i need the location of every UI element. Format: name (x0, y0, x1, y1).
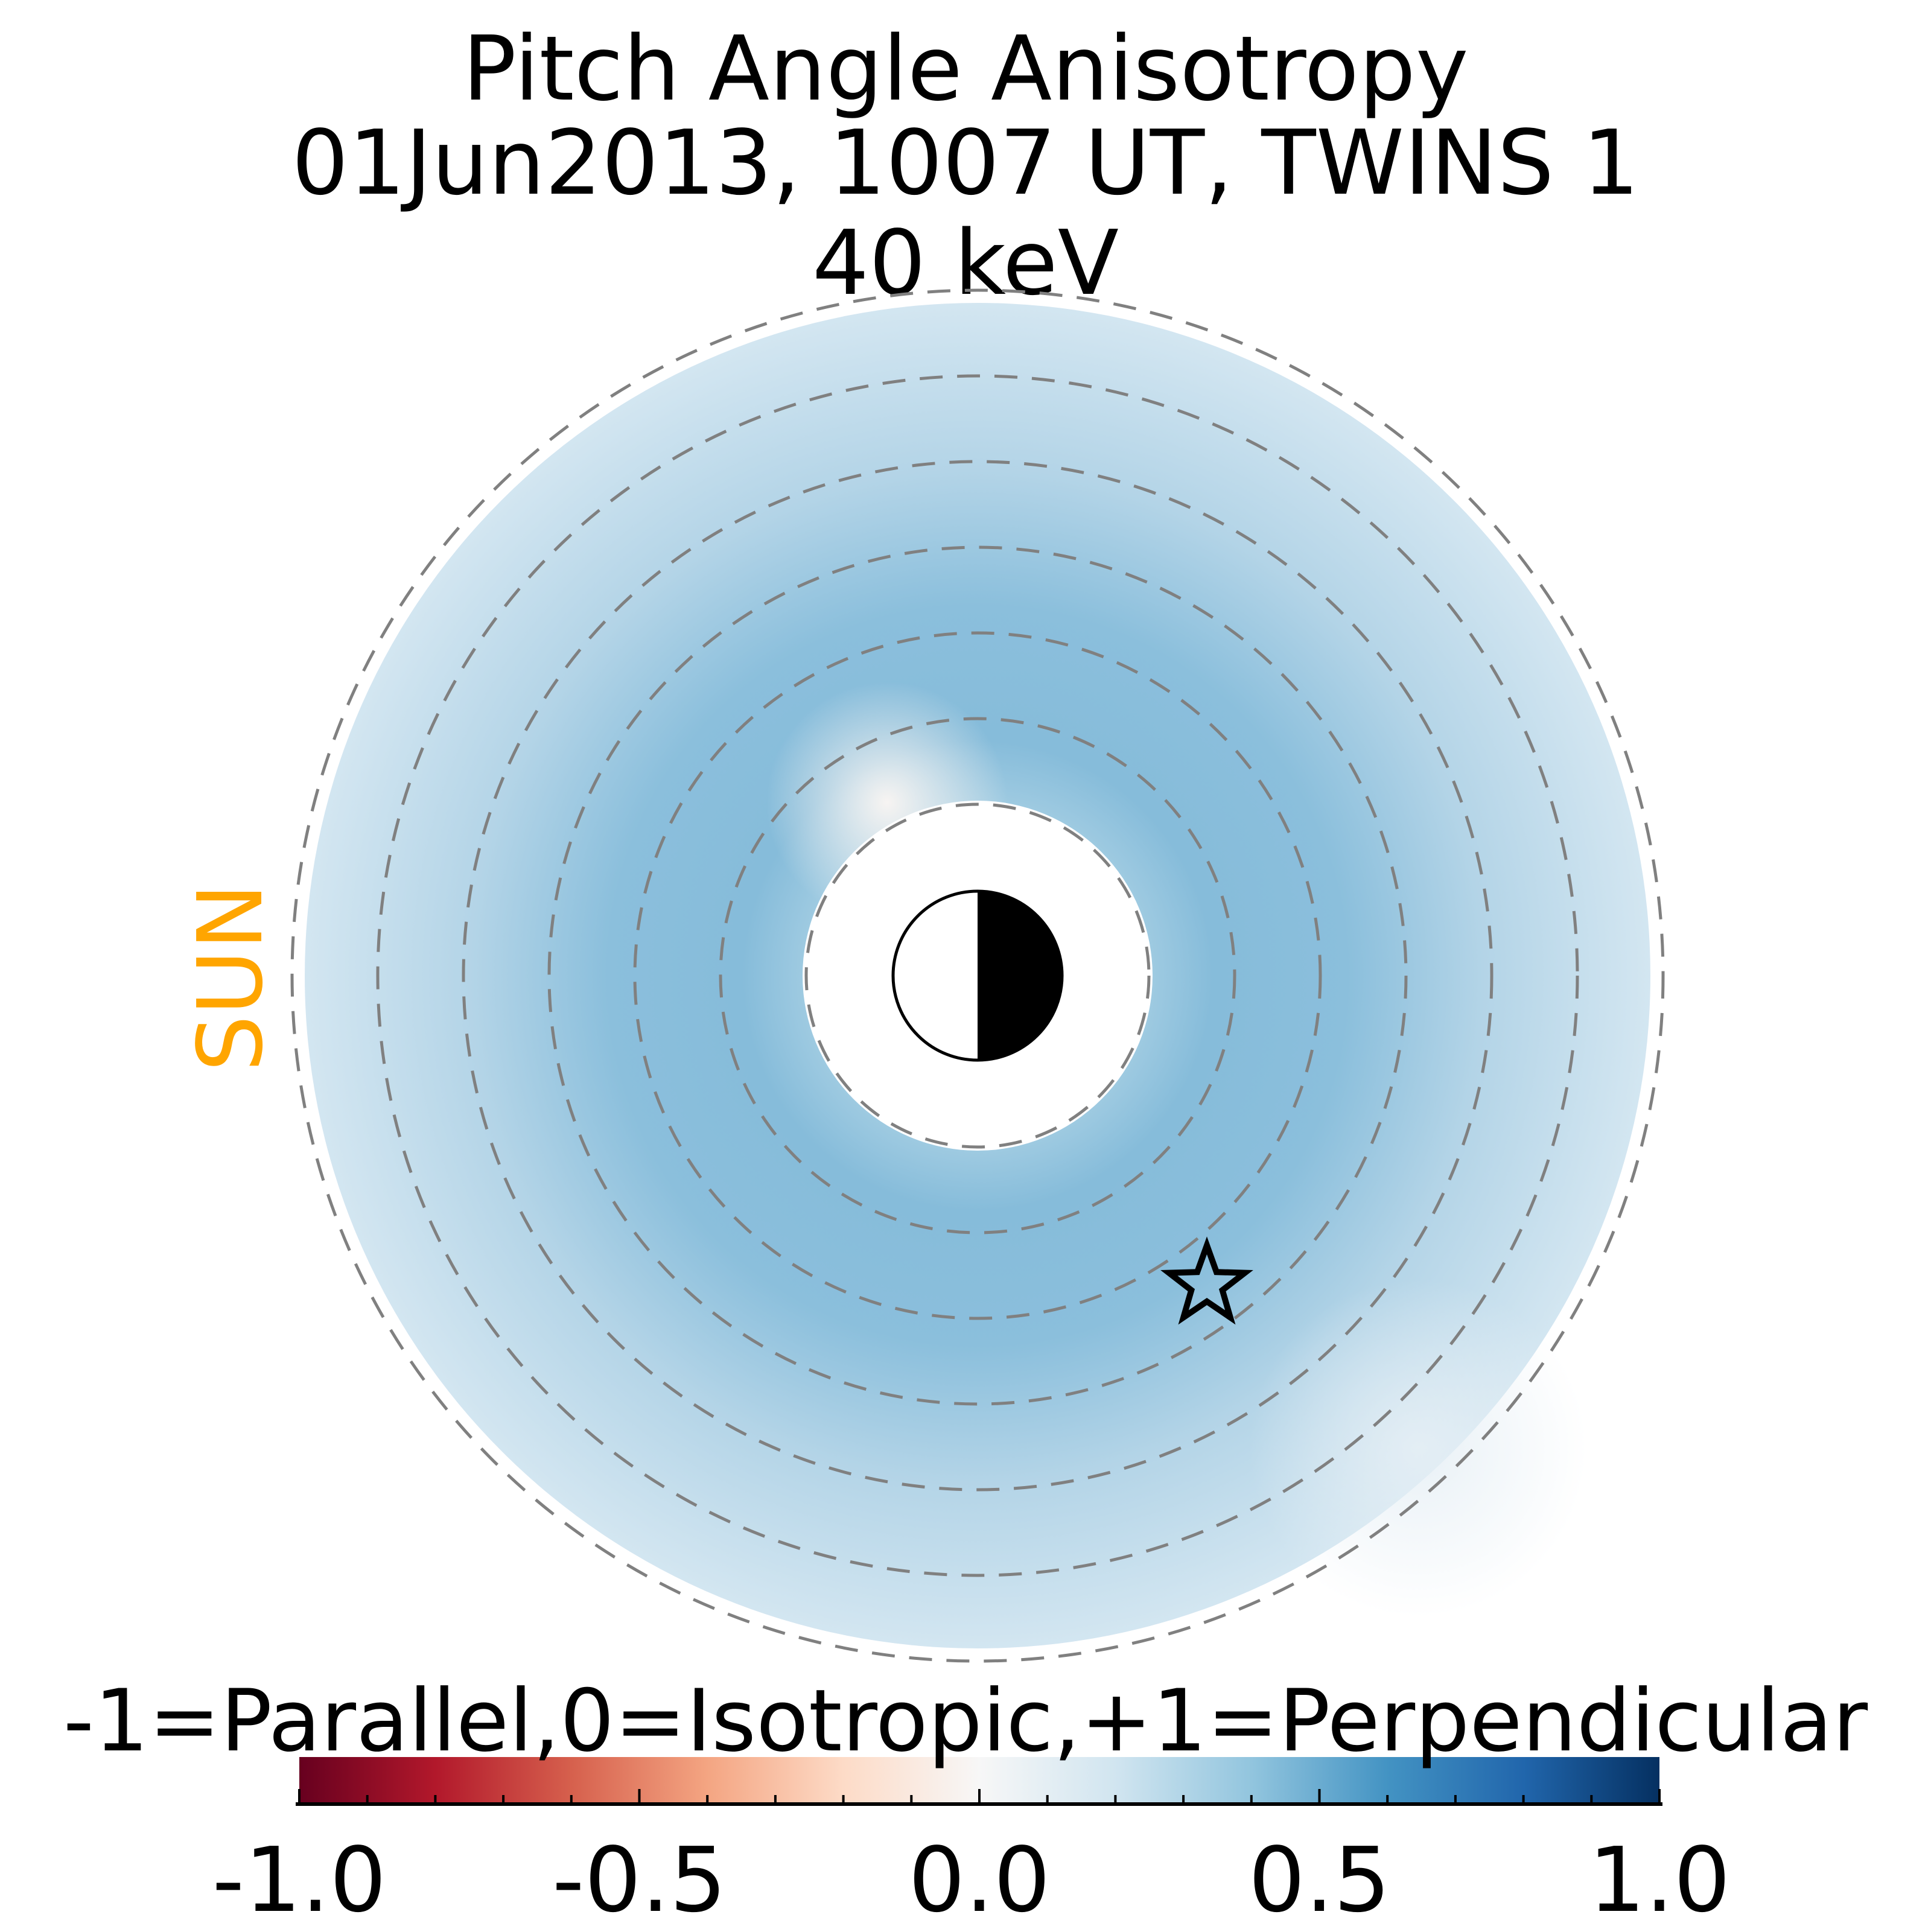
ring-2-re (804, 802, 1151, 1149)
ring-8-re (290, 288, 1665, 1663)
title-line-2: 01Jun2013, 1007 UT, TWINS 1 (291, 111, 1640, 215)
outer-light-region (1249, 1279, 1587, 1617)
ring-4-re (633, 631, 1322, 1320)
colorbar-label: -1=Parallel,0=Isotropic,+1=Perpendicular (63, 1671, 1868, 1771)
colorbar-tick-label: 0.0 (908, 1828, 1051, 1932)
title-line-3: 40 keV (812, 211, 1119, 315)
colorbar-tick-label: -0.5 (552, 1828, 727, 1932)
colorbar-tick-label: -1.0 (212, 1828, 387, 1932)
title-line-1: Pitch Angle Anisotropy (462, 17, 1469, 121)
ring-3-re (719, 717, 1236, 1235)
star-marker-icon (1160, 1236, 1253, 1325)
colorbar-tick-label: 0.5 (1248, 1828, 1391, 1932)
ring-7-re (376, 374, 1579, 1577)
ring-6-re (462, 460, 1494, 1492)
colorbar-tick-label: 1.0 (1588, 1828, 1731, 1932)
earth-symbol (891, 889, 1064, 1062)
ring-5-re (547, 545, 1408, 1406)
